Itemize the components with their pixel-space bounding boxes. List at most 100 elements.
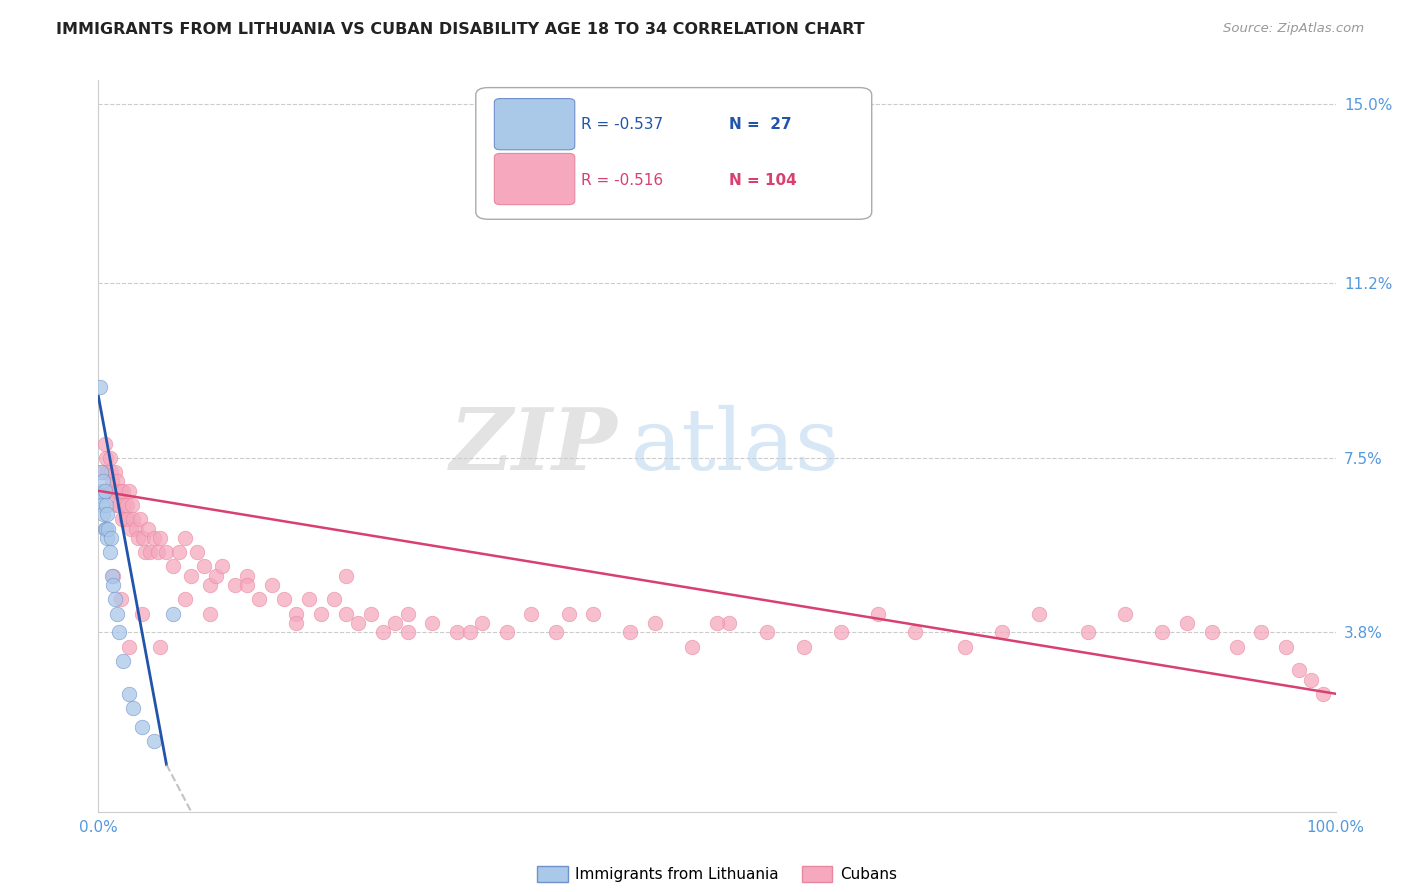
- Text: N = 104: N = 104: [730, 173, 797, 188]
- Point: [335, 568, 357, 582]
- Point: [122, 701, 145, 715]
- Point: [117, 512, 139, 526]
- Point: [236, 578, 259, 592]
- Point: [91, 498, 114, 512]
- Point: [124, 522, 146, 536]
- Point: [1226, 640, 1249, 654]
- Point: [104, 498, 127, 512]
- Point: [1312, 687, 1334, 701]
- Point: [110, 483, 132, 498]
- Point: [1250, 625, 1272, 640]
- Point: [619, 625, 641, 640]
- Point: [793, 640, 815, 654]
- Point: [108, 625, 131, 640]
- Point: [495, 625, 517, 640]
- Point: [347, 615, 370, 630]
- Text: atlas: atlas: [630, 404, 839, 488]
- Point: [285, 615, 308, 630]
- Point: [100, 465, 122, 479]
- Point: [1299, 673, 1322, 687]
- Point: [422, 615, 444, 630]
- Text: Source: ZipAtlas.com: Source: ZipAtlas.com: [1223, 22, 1364, 36]
- Point: [149, 640, 172, 654]
- Point: [90, 465, 112, 479]
- Point: [105, 607, 128, 621]
- Point: [105, 475, 128, 489]
- Point: [96, 508, 118, 522]
- Point: [118, 640, 141, 654]
- Point: [149, 531, 172, 545]
- Point: [118, 687, 141, 701]
- Point: [681, 640, 703, 654]
- Point: [94, 522, 117, 536]
- Point: [211, 559, 233, 574]
- Point: [471, 615, 494, 630]
- Text: N =  27: N = 27: [730, 117, 792, 132]
- Point: [360, 607, 382, 621]
- Point: [706, 615, 728, 630]
- Point: [167, 545, 190, 559]
- FancyBboxPatch shape: [495, 153, 575, 204]
- Point: [112, 483, 135, 498]
- Point: [93, 436, 115, 450]
- Point: [953, 640, 976, 654]
- Point: [371, 625, 394, 640]
- Point: [162, 607, 184, 621]
- Point: [134, 545, 156, 559]
- Point: [396, 607, 419, 621]
- Point: [1275, 640, 1298, 654]
- Point: [198, 578, 221, 592]
- Point: [322, 592, 344, 607]
- Point: [91, 465, 114, 479]
- Point: [96, 465, 118, 479]
- Point: [309, 607, 332, 621]
- Point: [100, 531, 122, 545]
- Point: [127, 531, 149, 545]
- Point: [520, 607, 543, 621]
- Point: [193, 559, 215, 574]
- Point: [103, 568, 125, 582]
- Point: [1201, 625, 1223, 640]
- Point: [101, 568, 124, 582]
- Point: [136, 522, 159, 536]
- Text: IMMIGRANTS FROM LITHUANIA VS CUBAN DISABILITY AGE 18 TO 34 CORRELATION CHART: IMMIGRANTS FROM LITHUANIA VS CUBAN DISAB…: [56, 22, 865, 37]
- Point: [644, 615, 666, 630]
- Point: [120, 522, 142, 536]
- Point: [93, 475, 115, 489]
- Point: [91, 489, 114, 503]
- Point: [103, 578, 125, 592]
- Point: [546, 625, 568, 640]
- Point: [174, 592, 197, 607]
- Text: R = -0.537: R = -0.537: [581, 117, 664, 132]
- Point: [162, 559, 184, 574]
- Point: [224, 578, 246, 592]
- Point: [96, 531, 118, 545]
- Text: ZIP: ZIP: [450, 404, 619, 488]
- Point: [285, 607, 308, 621]
- Point: [904, 625, 927, 640]
- Point: [174, 531, 197, 545]
- Point: [103, 483, 125, 498]
- Point: [115, 498, 138, 512]
- Point: [335, 607, 357, 621]
- Point: [121, 498, 143, 512]
- Point: [180, 568, 202, 582]
- Point: [557, 607, 579, 621]
- Text: R = -0.516: R = -0.516: [581, 173, 664, 188]
- Point: [1028, 607, 1050, 621]
- Point: [143, 734, 166, 748]
- Point: [205, 568, 228, 582]
- Point: [111, 512, 134, 526]
- Point: [98, 545, 121, 559]
- Point: [129, 512, 152, 526]
- Point: [132, 531, 155, 545]
- Point: [1175, 615, 1198, 630]
- Legend: Immigrants from Lithuania, Cubans: Immigrants from Lithuania, Cubans: [531, 860, 903, 888]
- Point: [112, 498, 135, 512]
- Point: [97, 483, 120, 498]
- Point: [103, 465, 125, 479]
- Point: [396, 625, 419, 640]
- Point: [90, 483, 112, 498]
- Point: [98, 450, 121, 465]
- Point: [110, 592, 132, 607]
